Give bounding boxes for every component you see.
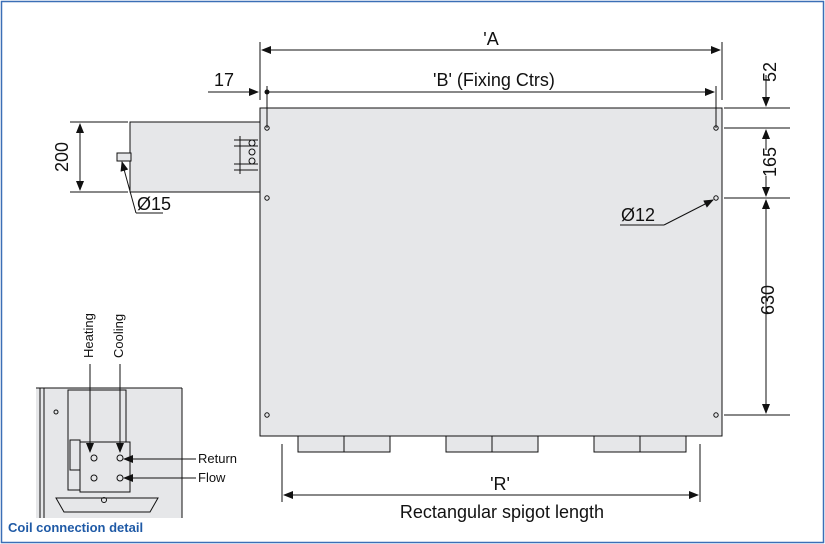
coil-detail [36, 364, 196, 518]
spigots [297, 435, 687, 453]
unit-body [259, 107, 723, 437]
hole-dia-leader [620, 199, 714, 226]
dim-630-label: 630 [758, 285, 778, 315]
coil-box [116, 121, 261, 193]
dim-b-label: 'B' (Fixing Ctrs) [433, 70, 555, 90]
dimension-b: 'B' (Fixing Ctrs) [264, 70, 717, 128]
dimension-right [724, 75, 790, 416]
dim-17-label: 17 [214, 70, 234, 90]
dim-165-label: 165 [760, 147, 780, 177]
dim-52-label: 52 [760, 62, 780, 82]
dimension-a: 'A [259, 29, 723, 100]
coil-detail-caption: Coil connection detail [8, 520, 144, 535]
spigot-length-label: Rectangular spigot length [400, 502, 604, 522]
dimension-r [281, 444, 701, 502]
dimension-17: 17 [208, 70, 259, 96]
return-label: Return [198, 451, 237, 466]
flow-label: Flow [198, 470, 226, 485]
heating-label: Heating [81, 313, 96, 358]
dimension-200 [70, 121, 128, 193]
dim-200-label: 200 [52, 142, 72, 172]
hole-dia-label: Ø12 [621, 205, 655, 225]
cooling-label: Cooling [111, 314, 126, 358]
dim-a-label: 'A [483, 29, 498, 49]
pipe-dia-leader [120, 161, 163, 214]
pipe-dia-label: Ø15 [137, 194, 171, 214]
dim-r-label: 'R' [490, 474, 510, 494]
